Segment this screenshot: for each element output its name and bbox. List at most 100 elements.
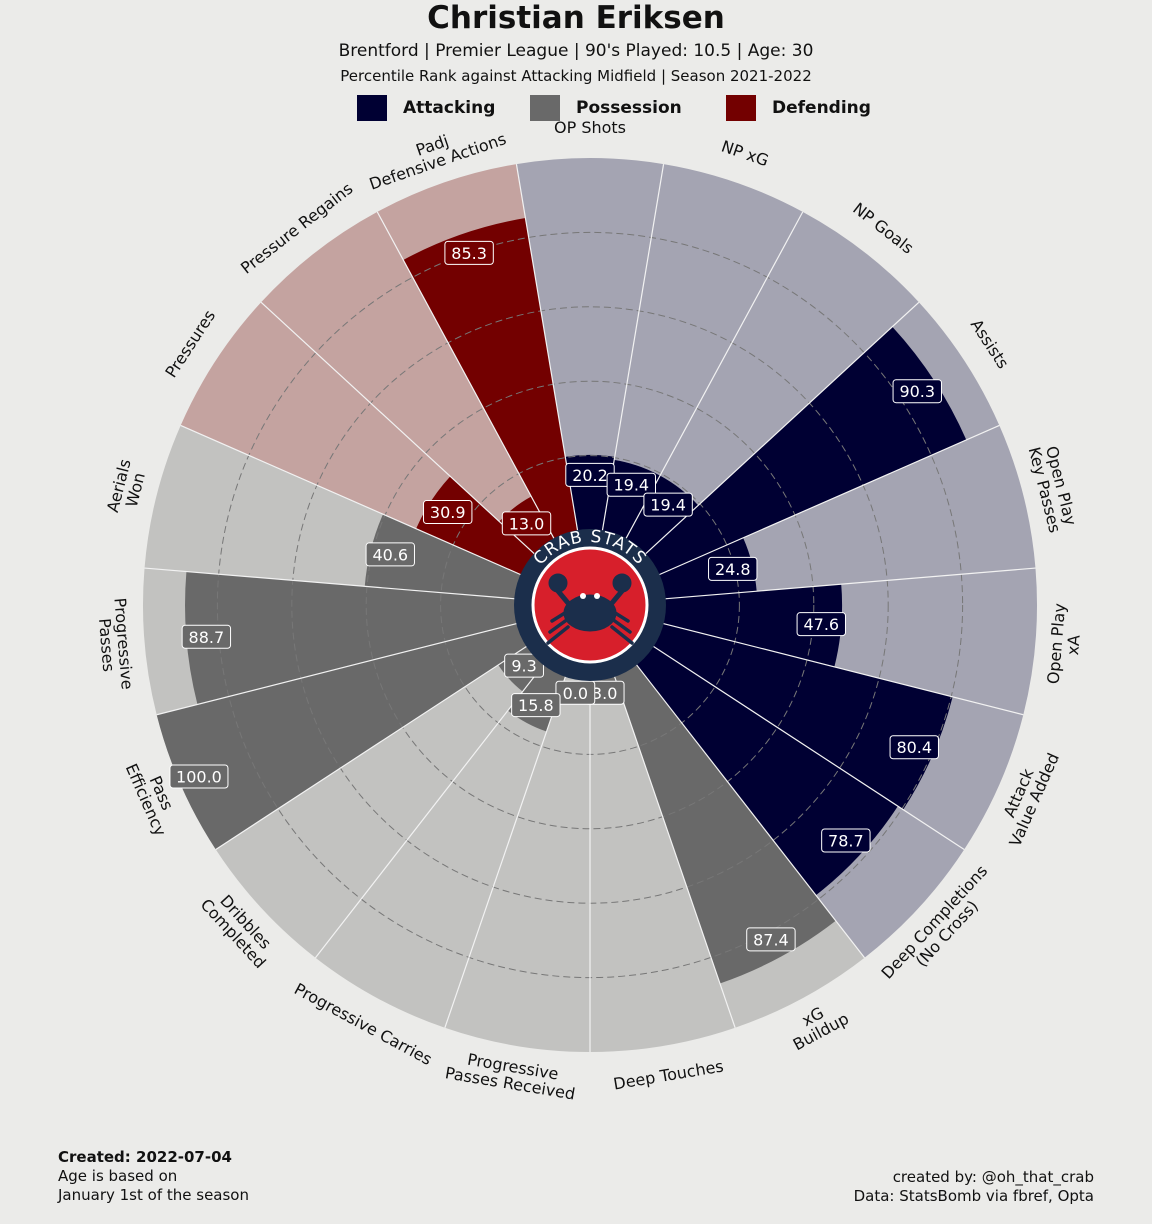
separators <box>144 163 1036 1052</box>
value-label-box <box>606 472 656 497</box>
value-label-box <box>643 492 693 517</box>
category-label-line: Passes <box>95 618 118 673</box>
category-label-line: Assists <box>967 316 1013 372</box>
bar-xg-buildup <box>614 664 836 984</box>
value-label-deep-completions-no-cross: 78.7 <box>821 828 871 853</box>
value-labels: 20.2 19.419.4 90.3 24.8 47.6 80.4 78.7 87.4 3.00… <box>169 240 942 952</box>
value-label-text: 78.7 <box>828 832 864 851</box>
category-label-line: NP xG <box>719 137 771 171</box>
bar-padj-defensive-actions <box>403 218 578 540</box>
value-label-box <box>555 680 596 705</box>
separator-line <box>613 675 736 1028</box>
value-label-text: 40.6 <box>372 545 408 564</box>
legend-item-defending: Defending <box>726 95 871 121</box>
value-label-np-xg: 19.4 <box>606 472 656 497</box>
legend-swatch-defending <box>726 95 756 121</box>
value-label-pressures: 30.9 <box>423 500 473 525</box>
separator-line <box>658 424 1000 576</box>
credit-line: created by: @oh_that_crab <box>892 1168 1094 1186</box>
value-label-box <box>423 500 473 525</box>
source-line: Data: StatsBomb via fbref, Opta <box>853 1187 1094 1205</box>
value-label-box <box>796 612 846 637</box>
bar-pass-efficiency <box>156 623 528 850</box>
bg-wedge-np-goals <box>625 211 919 555</box>
category-label-assists: Assists <box>967 316 1013 372</box>
value-label-box <box>501 511 552 536</box>
value-label-box <box>181 624 232 649</box>
footer-notes: Created: 2022-07-04 Age is based on Janu… <box>58 1148 249 1205</box>
value-label-aerials-won: 40.6 <box>365 542 415 567</box>
value-label-box <box>746 927 796 952</box>
separator-line <box>144 567 516 600</box>
value-label-attack-value-added: 80.4 <box>889 735 939 760</box>
category-label-op-shots: OP Shots <box>554 118 626 137</box>
separator-line <box>314 663 545 959</box>
value-label-text: 3.0 <box>592 684 617 703</box>
separator-line <box>662 622 1024 716</box>
value-label-box <box>708 556 758 581</box>
value-label-box <box>889 735 939 760</box>
footer-credits: created by: @oh_that_crab Data: StatsBom… <box>854 1168 1094 1206</box>
bar-progressive-passes <box>185 571 518 705</box>
chart-subtitle-secondary: Percentile Rank against Attacking Midfie… <box>340 67 812 85</box>
category-label-line: xA <box>1063 634 1084 656</box>
value-label-box <box>169 764 229 789</box>
value-label-np-goals: 19.4 <box>643 492 693 517</box>
bg-wedge-dribbles-completed <box>215 646 544 958</box>
value-label-progressive-passes-received: 0.0 <box>555 680 596 705</box>
bar-assists <box>645 326 967 575</box>
value-label-xg-buildup: 87.4 <box>746 927 796 952</box>
category-label-open-play-key-passes: Open PlayKey Passes <box>1025 441 1081 535</box>
bg-wedge-np-xg <box>602 164 803 540</box>
category-label-line: Deep Touches <box>612 1056 725 1093</box>
separator-line <box>635 663 866 959</box>
category-label-np-xg: NP xG <box>719 137 771 171</box>
age-note-line-2: January 1st of the season <box>58 1186 249 1204</box>
chart-title: Christian Eriksen <box>427 0 725 36</box>
value-label-text: 19.4 <box>650 496 686 515</box>
value-label-pressure-regains: 13.0 <box>501 511 552 536</box>
grid-ring-40 <box>365 380 815 830</box>
value-bars <box>156 218 967 984</box>
bg-wedge-open-play-key-passes <box>658 425 1036 599</box>
value-label-box <box>892 379 942 404</box>
bg-wedge-progressive-passes-received <box>444 675 590 1052</box>
value-label-box <box>365 542 415 567</box>
separator-line <box>376 211 555 540</box>
bar-open-play-key-passes <box>658 537 757 599</box>
bg-wedge-progressive-carries <box>315 664 566 1028</box>
value-label-progressive-carries: 15.8 <box>511 693 561 718</box>
category-label-aerials-won: AerialsWon <box>103 457 151 518</box>
separator-line <box>664 567 1036 600</box>
category-label-progressive-passes: ProgressivePasses <box>93 597 136 692</box>
value-label-dribbles-completed: 9.3 <box>504 653 544 678</box>
separator-line <box>156 622 518 716</box>
category-label-deep-touches: Deep Touches <box>612 1056 725 1093</box>
separator-line <box>215 645 528 850</box>
separator-line <box>260 301 536 555</box>
value-label-text: 87.4 <box>753 930 789 949</box>
category-label-line: OP Shots <box>554 118 626 137</box>
value-label-box <box>821 828 871 853</box>
value-label-open-play-key-passes: 24.8 <box>708 556 758 581</box>
category-label-progressive-passes-received: ProgressivePasses Received <box>444 1046 580 1103</box>
legend-label-defending: Defending <box>772 98 871 118</box>
value-label-text: 47.6 <box>803 615 839 634</box>
value-label-text: 24.8 <box>715 560 751 579</box>
legend-label-attacking: Attacking <box>403 98 496 118</box>
value-label-box <box>504 653 544 678</box>
value-label-text: 30.9 <box>430 503 466 522</box>
separator-line <box>652 645 965 850</box>
separator-line <box>444 675 567 1028</box>
value-label-open-play-xa: 47.6 <box>796 612 846 637</box>
value-label-text: 13.0 <box>509 514 545 533</box>
value-label-text: 19.4 <box>613 476 649 495</box>
created-date: Created: 2022-07-04 <box>58 1148 232 1166</box>
value-label-op-shots: 20.2 <box>565 462 615 487</box>
value-label-text: 15.8 <box>518 696 554 715</box>
bar-open-play-xa <box>662 584 843 667</box>
value-label-text: 88.7 <box>189 628 225 647</box>
bg-wedge-deep-touches <box>590 675 736 1052</box>
bar-attack-value-added <box>652 623 953 810</box>
